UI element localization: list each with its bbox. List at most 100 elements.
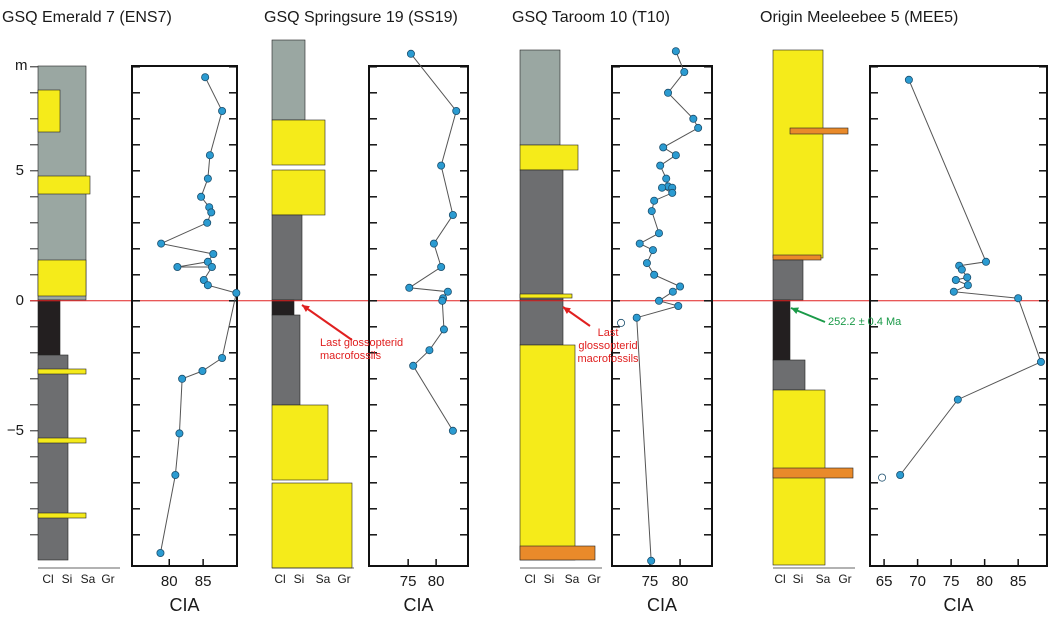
cia-open-point	[617, 318, 626, 327]
y-tick-label: 5	[16, 162, 24, 179]
lithology-bed	[37, 437, 87, 444]
lithology-bed	[37, 175, 91, 195]
cia-point	[953, 395, 962, 404]
annotation-arrowhead	[791, 307, 799, 314]
plot-frame	[869, 65, 1048, 567]
annotation-arrowhead	[302, 305, 310, 312]
cia-point	[448, 210, 457, 219]
cia-point	[207, 208, 216, 217]
plot-frame	[368, 65, 469, 567]
cia-point	[205, 151, 214, 160]
lithology-bed	[271, 482, 353, 569]
lithology-bed	[37, 259, 87, 297]
cia-point	[425, 346, 434, 355]
lithology-bed	[271, 299, 295, 316]
cia-point	[654, 229, 663, 238]
annotation-arrowhead	[563, 307, 571, 314]
cia-point	[951, 275, 960, 284]
annotation: macrofossils	[320, 350, 382, 362]
x-tick-label: 75	[400, 573, 417, 590]
lithology-bed	[37, 354, 69, 561]
lithology-bed	[772, 299, 791, 361]
cia-open-point	[878, 473, 887, 482]
cia-point	[650, 270, 659, 279]
cia-point	[642, 259, 651, 268]
lithology-bed	[772, 259, 804, 301]
lithology-bed	[772, 467, 854, 479]
lithology-bed	[519, 293, 573, 299]
lithology-bed	[519, 169, 564, 301]
cia-point	[409, 361, 418, 370]
lithology-bed	[789, 127, 849, 135]
panel-title: GSQ Springsure 19 (SS19)	[264, 9, 458, 26]
cia-point	[949, 287, 958, 296]
cia-line	[159, 76, 237, 554]
cia-point	[674, 301, 683, 310]
y-axis-label: m	[15, 57, 28, 74]
cia-point	[654, 296, 663, 305]
cia-point	[178, 374, 187, 383]
x-axis-label: CIA	[647, 595, 677, 615]
cia-line	[407, 53, 457, 432]
cia-point	[443, 287, 452, 296]
grain-size-label: Gr	[838, 572, 851, 586]
cia-line	[636, 51, 699, 561]
annotation: glossopterid	[578, 340, 637, 352]
cia-point	[658, 183, 667, 192]
cia-point	[203, 218, 212, 227]
cia-point	[406, 49, 415, 58]
cia-point	[1036, 357, 1045, 366]
lithology-bed	[772, 49, 824, 259]
lithology-bed	[271, 404, 329, 481]
cia-point	[694, 123, 703, 132]
cia-point	[171, 470, 180, 479]
cia-point	[203, 174, 212, 183]
lithology-bed	[271, 314, 301, 406]
x-tick-label: 80	[428, 573, 445, 590]
x-tick-label: 80	[976, 573, 993, 590]
annotation: macrofossils	[577, 353, 639, 365]
cia-point	[452, 107, 461, 116]
grain-size-label: Cl	[42, 572, 53, 586]
cia-point	[405, 283, 414, 292]
cia-line	[899, 79, 1042, 476]
cia-point	[197, 192, 206, 201]
x-tick-label: 70	[909, 573, 926, 590]
cia-point	[232, 288, 241, 297]
grain-size-label: Sa	[816, 572, 831, 586]
cia-point	[438, 296, 447, 305]
cia-point	[963, 281, 972, 290]
lithology-bed	[519, 299, 564, 346]
cia-point	[632, 313, 641, 322]
grain-size-label: Gr	[337, 572, 350, 586]
cia-point	[671, 151, 680, 160]
x-tick-label: 80	[672, 573, 689, 590]
grain-size-label: Cl	[274, 572, 285, 586]
lithology-bed	[519, 545, 596, 561]
x-axis-label: CIA	[943, 595, 973, 615]
lithology-bed	[271, 39, 306, 121]
panel-title: Origin Meeleebee 5 (MEE5)	[760, 9, 958, 26]
x-tick-label: 85	[195, 573, 212, 590]
cia-point	[656, 161, 665, 170]
x-tick-label: 80	[161, 573, 178, 590]
grain-size-label: Si	[294, 572, 305, 586]
cia-point	[157, 239, 166, 248]
lithology-bed	[271, 119, 326, 166]
x-axis-label: CIA	[169, 595, 199, 615]
grain-size-label: Si	[62, 572, 73, 586]
y-tick-label: 0	[16, 292, 24, 309]
cia-point	[439, 325, 448, 334]
grain-size-label: Sa	[81, 572, 96, 586]
lithology-bed	[37, 368, 87, 375]
lithology-bed	[772, 359, 806, 391]
lithology-bed	[37, 89, 61, 133]
lithology-bed	[772, 254, 822, 261]
cia-point	[203, 281, 212, 290]
lithology-columns	[37, 39, 854, 569]
cia-point	[647, 207, 656, 216]
cia-point	[437, 262, 446, 271]
cia-point	[448, 426, 457, 435]
grain-size-label: Si	[793, 572, 804, 586]
